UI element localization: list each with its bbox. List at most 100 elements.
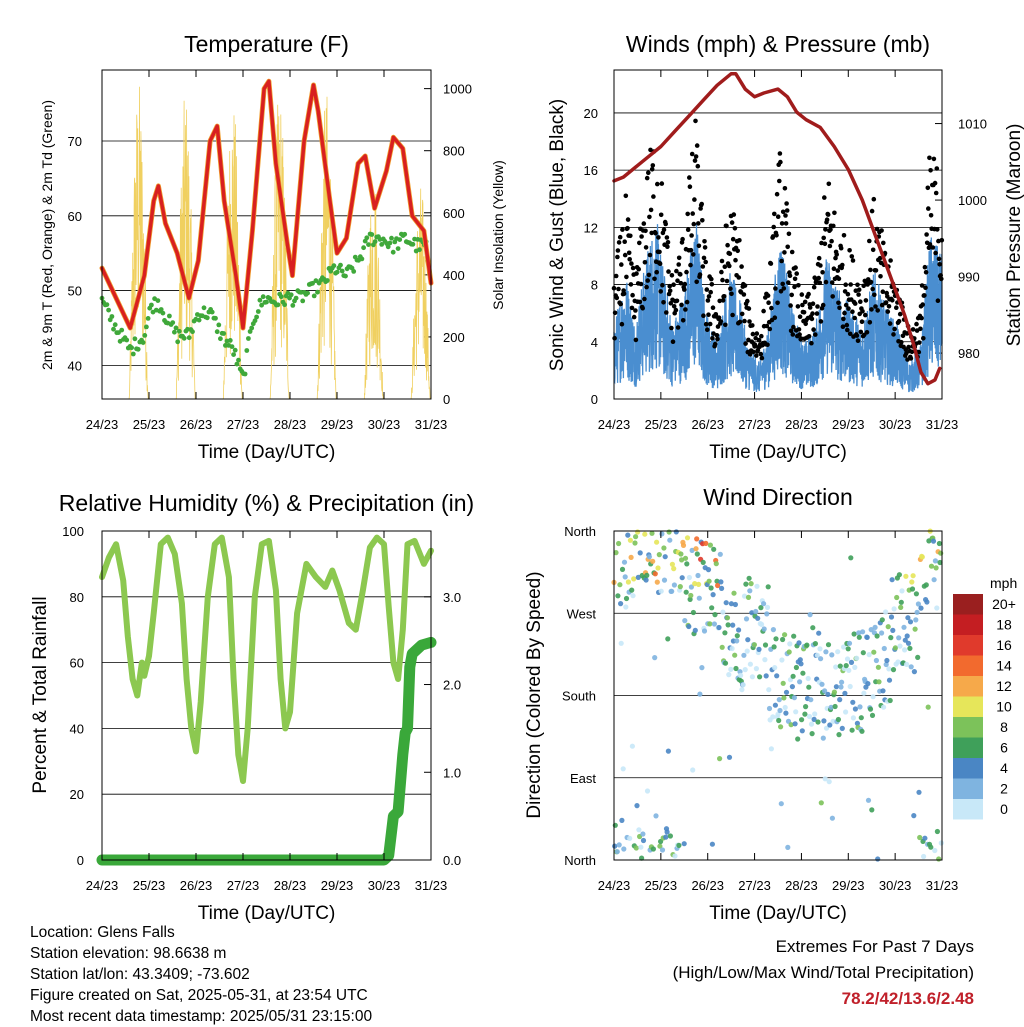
wind-direction-point bbox=[833, 664, 839, 670]
humidity-left-tick-label: 80 bbox=[70, 590, 84, 605]
wind-gust-point bbox=[727, 263, 732, 269]
wind-gust-point bbox=[877, 255, 883, 261]
humidity-left-tick-label: 100 bbox=[62, 524, 84, 539]
wind-gust-point bbox=[852, 301, 858, 306]
wind-direction-point bbox=[696, 581, 702, 588]
wind-gust-point bbox=[792, 284, 797, 290]
wind-gust-point bbox=[923, 270, 929, 275]
wind-direction-point bbox=[822, 688, 828, 694]
dewpoint-point bbox=[186, 335, 192, 341]
dewpoint-point bbox=[359, 256, 365, 262]
wind-gust-point bbox=[829, 280, 835, 285]
wind-direction-point bbox=[820, 735, 826, 741]
wind-gust-point bbox=[649, 167, 655, 172]
wind-gust-point bbox=[694, 143, 700, 148]
wind-gust-point bbox=[723, 322, 728, 328]
temperature-frame bbox=[101, 69, 432, 400]
dewpoint-point bbox=[395, 246, 401, 252]
wind-direction-point bbox=[907, 619, 914, 625]
dewpoint-point bbox=[181, 335, 187, 341]
wind-gust-point bbox=[693, 154, 699, 159]
dewpoint-point bbox=[364, 235, 370, 241]
legend-swatch bbox=[953, 737, 983, 758]
wind-gust-point bbox=[904, 350, 909, 356]
wind-gust-point bbox=[664, 310, 669, 315]
wind-gust-point bbox=[731, 212, 737, 217]
wind-direction-point bbox=[719, 644, 725, 650]
winds-xtick-label: 31/23 bbox=[926, 417, 959, 432]
wind-direction-point bbox=[875, 856, 881, 862]
wind-gust-point bbox=[719, 258, 725, 264]
wind-direction-point bbox=[654, 579, 660, 585]
dewpoint-point bbox=[196, 317, 202, 323]
dewpoint-point bbox=[158, 307, 164, 312]
wind-direction-point bbox=[669, 588, 675, 594]
wind-direction-point bbox=[819, 681, 825, 687]
legend-label: 8 bbox=[1000, 719, 1008, 735]
wind-direction-point bbox=[938, 840, 944, 846]
wind-direction-point bbox=[799, 728, 805, 734]
dewpoint-point bbox=[109, 314, 115, 319]
wind-direction-point bbox=[865, 797, 872, 803]
wind-direction-point bbox=[667, 833, 674, 839]
wind-gust-point bbox=[792, 276, 798, 282]
wind-direction-point bbox=[667, 537, 673, 543]
wind-direction-point bbox=[619, 817, 625, 824]
wind-direction-point bbox=[707, 542, 714, 548]
wind-gust-point bbox=[878, 274, 883, 279]
wind-direction-point bbox=[774, 673, 780, 679]
wind-gust-point bbox=[845, 291, 851, 297]
wind-direction-point bbox=[907, 645, 913, 652]
wind-gust-point bbox=[925, 185, 931, 191]
temperature-xtick-label: 26/23 bbox=[180, 417, 213, 432]
wind-gust-point bbox=[694, 279, 699, 285]
dewpoint-point bbox=[201, 305, 207, 311]
wind-gust-point bbox=[797, 314, 803, 320]
humidity-xtick-label: 30/23 bbox=[368, 878, 401, 893]
wind-gust-point bbox=[736, 275, 742, 280]
humidity-xtick-label: 24/23 bbox=[86, 878, 119, 893]
wind-gust-point bbox=[692, 197, 697, 202]
legend-swatch bbox=[953, 799, 983, 820]
wind-direction-point bbox=[883, 661, 889, 668]
wind-direction-point bbox=[833, 684, 840, 690]
wind-gust-point bbox=[849, 254, 855, 259]
wind-direction-point bbox=[913, 617, 919, 623]
wind-direction-point bbox=[646, 554, 653, 560]
wind-gust-point bbox=[670, 339, 676, 345]
wind-direction-point bbox=[777, 707, 783, 714]
wind-gust-point bbox=[936, 256, 942, 262]
wind-gust-point bbox=[778, 289, 784, 294]
temperature-xtick-label: 25/23 bbox=[133, 417, 166, 432]
wind-gust-point bbox=[894, 305, 899, 311]
wind-gust-point bbox=[699, 201, 704, 207]
wind-gust-point bbox=[869, 307, 874, 312]
wind-gust-point bbox=[795, 304, 801, 309]
wind-gust-point bbox=[927, 155, 932, 161]
wind-direction-point bbox=[679, 575, 685, 581]
wind-direction-point bbox=[755, 615, 761, 621]
wind-direction-point bbox=[689, 547, 695, 554]
wind-direction-point bbox=[936, 856, 942, 862]
wind-direction-point bbox=[808, 697, 814, 703]
wind-gust-point bbox=[629, 261, 634, 266]
temperature-title: Temperature (F) bbox=[184, 31, 349, 57]
dewpoint-point bbox=[236, 357, 241, 363]
wind-direction-point bbox=[629, 587, 635, 593]
wind-gust-point bbox=[633, 337, 639, 343]
wind-gust-point bbox=[934, 166, 940, 171]
wind-direction-point bbox=[614, 849, 620, 855]
wind-gust-point bbox=[806, 334, 812, 339]
wind-direction-point bbox=[672, 853, 678, 859]
wind-gust-point bbox=[796, 327, 802, 332]
wind-gust-point bbox=[815, 304, 820, 309]
wind-direction-point bbox=[764, 604, 771, 611]
dewpoint-point bbox=[214, 329, 220, 335]
wind-gust-point bbox=[641, 221, 647, 226]
winds-left-tick-label: 0 bbox=[591, 392, 598, 407]
dewpoint-point bbox=[244, 348, 250, 353]
wind-direction-point bbox=[718, 579, 724, 585]
wind-direction-point bbox=[799, 717, 805, 723]
wind-direction-point bbox=[744, 648, 750, 654]
wind-direction-point bbox=[681, 841, 687, 847]
